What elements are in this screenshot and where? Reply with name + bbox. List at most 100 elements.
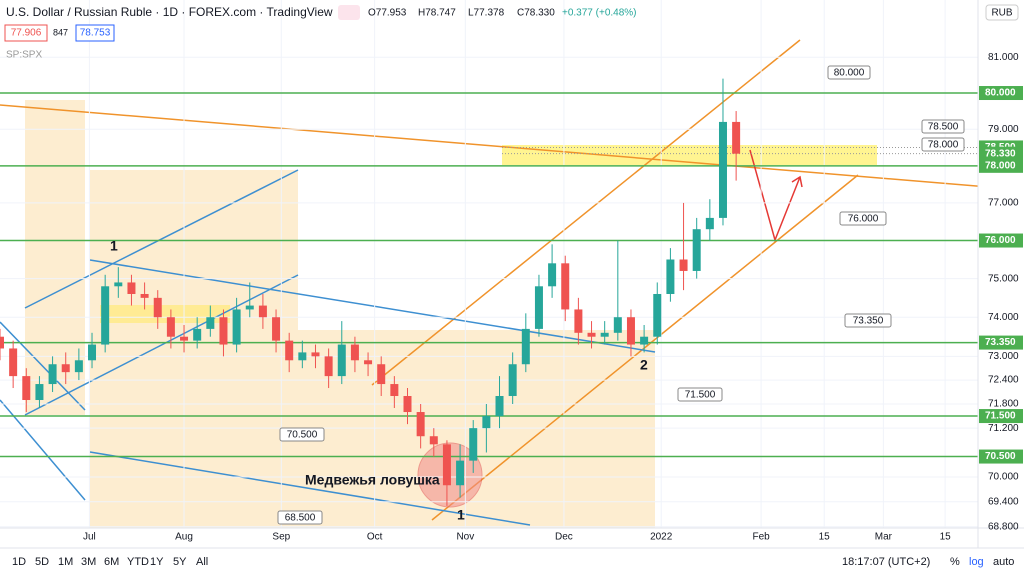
candle-body: [22, 376, 31, 401]
candle-body: [640, 336, 649, 345]
trendline: [24, 274, 299, 416]
range-button[interactable]: 5D: [35, 556, 49, 568]
auto-toggle[interactable]: auto: [993, 556, 1014, 568]
header: U.S. Dollar / Russian Ruble · 1D · FOREX…: [4, 4, 1019, 61]
candle-body: [521, 328, 530, 365]
x-tick-label: Feb: [752, 532, 770, 543]
wave-label: 1: [110, 238, 118, 254]
range-button[interactable]: 1M: [58, 556, 73, 568]
candle-body: [350, 344, 359, 361]
zone: [90, 170, 298, 528]
level-tag: [979, 86, 1023, 101]
bid: 77.906: [11, 28, 42, 39]
candle-body: [153, 297, 162, 318]
range-button[interactable]: 5Y: [173, 556, 187, 568]
y-tick-label: 71.200: [988, 423, 1019, 434]
currency-button[interactable]: [985, 4, 1019, 21]
candle-body: [258, 305, 267, 318]
candle-body: [626, 317, 635, 345]
annotations: 80.000 78.500 78.000 76.000 73.350 71.50…: [110, 65, 965, 525]
range-button[interactable]: 1Y: [150, 556, 164, 568]
y-tick-label: 74.000: [988, 312, 1019, 323]
candle-body: [219, 317, 228, 345]
y-axis: 81.000 79.000 77.000 75.000 74.000 73.000 72.4…: [979, 52, 1023, 532]
trendline: [371, 39, 801, 386]
ohlc: L77.378: [468, 8, 505, 19]
candle-body: [587, 332, 596, 337]
callout-text: 70.500: [287, 430, 318, 441]
x-tick-label: Sep: [272, 532, 290, 543]
ohlc: C78.330: [517, 8, 555, 19]
y-tick-label: 68.800: [988, 521, 1019, 532]
candle-body: [653, 293, 662, 337]
x-axis: Jul Aug Sep Oct Nov Dec 2022 Feb 15 Mar 15: [83, 532, 951, 543]
range-button[interactable]: 3M: [81, 556, 96, 568]
wave-label: 1: [457, 507, 465, 523]
range-button[interactable]: All: [196, 556, 208, 568]
candle-body: [9, 348, 18, 377]
y-tick-label: 69.400: [988, 496, 1019, 507]
candle-body: [666, 259, 675, 294]
x-tick-label: 15: [819, 532, 831, 543]
x-tick-label: Dec: [555, 532, 573, 543]
mark-label: 78.330: [985, 148, 1016, 159]
mark-tag: [979, 146, 1023, 161]
icon[interactable]: [338, 5, 360, 20]
candle-body: [390, 384, 399, 397]
x-tick-label: Oct: [367, 532, 383, 543]
trap-label: Медвежья ловушка: [305, 472, 440, 488]
drawings: [0, 39, 1024, 528]
candle-body: [495, 396, 504, 417]
x-tick-label: Nov: [456, 532, 474, 543]
candle-body: [613, 317, 622, 333]
candle-body: [101, 286, 110, 345]
y-tick-label: 77.000: [988, 198, 1019, 209]
trendline: [24, 169, 299, 309]
range-button[interactable]: 6M: [104, 556, 119, 568]
level-label: 76.000: [985, 235, 1016, 246]
bid-box[interactable]: [4, 24, 48, 42]
trendline: [431, 174, 859, 521]
ask-box[interactable]: [75, 24, 115, 42]
clock: 18:17:07 (UTC+2): [842, 556, 930, 568]
candle-body: [337, 344, 346, 377]
spread: 847: [53, 27, 68, 37]
y-tick-label: 71.800: [988, 399, 1019, 410]
level-label: 70.500: [985, 451, 1016, 462]
callout: [844, 313, 892, 328]
candle-body: [442, 444, 451, 486]
callout-text: 76.000: [848, 214, 879, 225]
x-tick-label: Aug: [175, 532, 193, 543]
candle-body: [311, 352, 320, 357]
callout-text: 68.500: [285, 513, 316, 524]
candle-body: [232, 309, 241, 345]
x-tick-label: 15: [940, 532, 952, 543]
candle-body: [705, 217, 714, 230]
candle-body: [0, 336, 4, 349]
range-button[interactable]: 1D: [12, 556, 26, 568]
callout: [277, 510, 323, 525]
x-tick-label: Mar: [875, 532, 893, 543]
range-button[interactable]: YTD: [127, 556, 149, 568]
level-tag: [979, 335, 1023, 350]
callout: [921, 119, 965, 134]
candle-body: [206, 317, 215, 329]
candle-body: [574, 309, 583, 333]
log-toggle[interactable]: log: [969, 556, 984, 568]
callout-text: 78.000: [928, 140, 959, 151]
level-tag: [979, 233, 1023, 248]
arrow-head: [791, 175, 803, 188]
candle-body: [35, 384, 44, 401]
x-tick-label: 2022: [650, 532, 673, 543]
callout: [839, 211, 887, 226]
candle-body: [561, 263, 570, 310]
candle-body: [193, 328, 202, 341]
candle-body: [364, 360, 373, 365]
trendline: [0, 321, 86, 411]
percent[interactable]: %: [950, 556, 960, 568]
level-tag: [979, 409, 1023, 424]
candle-body: [48, 364, 57, 385]
callout-text: 71.500: [685, 390, 716, 401]
zone: [502, 145, 877, 165]
y-tick-label: 70.000: [988, 472, 1019, 483]
